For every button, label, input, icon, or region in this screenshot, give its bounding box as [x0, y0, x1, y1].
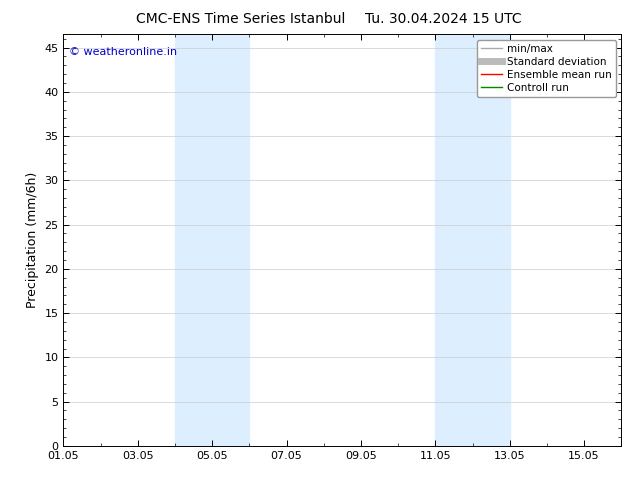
Bar	[436, 34, 510, 446]
Text: CMC-ENS Time Series Istanbul: CMC-ENS Time Series Istanbul	[136, 12, 346, 26]
Y-axis label: Precipitation (mm/6h): Precipitation (mm/6h)	[26, 172, 39, 308]
Text: © weatheronline.in: © weatheronline.in	[69, 47, 177, 57]
Legend: min/max, Standard deviation, Ensemble mean run, Controll run: min/max, Standard deviation, Ensemble me…	[477, 40, 616, 97]
Bar	[175, 34, 249, 446]
Text: Tu. 30.04.2024 15 UTC: Tu. 30.04.2024 15 UTC	[365, 12, 522, 26]
